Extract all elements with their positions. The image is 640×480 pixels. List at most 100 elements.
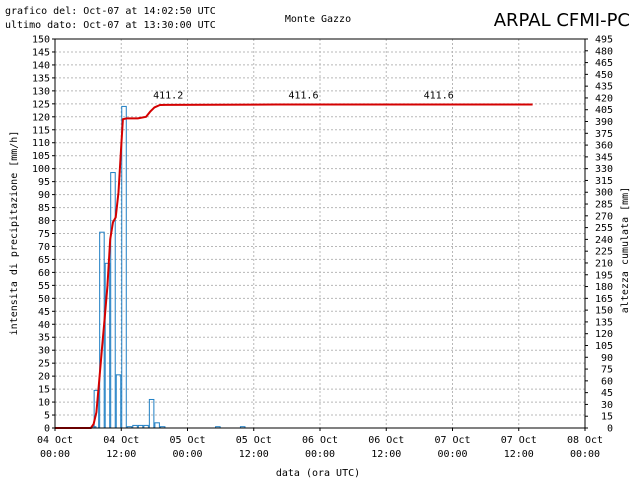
y2-tick-label: 390 bbox=[595, 117, 613, 128]
y2-tick-label: 105 bbox=[595, 341, 613, 352]
y-tick-label: 20 bbox=[38, 372, 50, 383]
x-tick-label-date: 05 Oct bbox=[236, 435, 272, 446]
y-tick-label: 140 bbox=[32, 60, 50, 71]
brand-logo-text: ARPAL CFMI-PC bbox=[494, 10, 630, 31]
y2-tick-label: 210 bbox=[595, 258, 613, 269]
y-tick-label: 0 bbox=[44, 424, 50, 435]
y-tick-label: 125 bbox=[32, 99, 50, 110]
y2-tick-label: 405 bbox=[595, 105, 613, 116]
x-tick-label-time: 00:00 bbox=[570, 449, 600, 460]
y-tick-label: 55 bbox=[38, 281, 50, 292]
x-tick-label-time: 12:00 bbox=[239, 449, 269, 460]
y-tick-label: 15 bbox=[38, 385, 50, 396]
y-tick-label: 5 bbox=[44, 411, 50, 422]
y2-tick-label: 45 bbox=[601, 388, 613, 399]
y2-tick-label: 360 bbox=[595, 141, 613, 152]
y2-tick-label: 0 bbox=[607, 424, 613, 435]
x-tick-label-date: 04 Oct bbox=[37, 435, 73, 446]
x-tick-label-date: 06 Oct bbox=[302, 435, 338, 446]
y2-tick-label: 15 bbox=[601, 412, 613, 423]
y2-tick-label: 60 bbox=[601, 376, 613, 387]
y2-tick-label: 435 bbox=[595, 82, 613, 93]
y2-tick-label: 120 bbox=[595, 329, 613, 340]
y2-tick-label: 465 bbox=[595, 58, 613, 69]
y-tick-label: 130 bbox=[32, 86, 50, 97]
x-tick-label-time: 12:00 bbox=[371, 449, 401, 460]
y-tick-label: 70 bbox=[38, 242, 50, 253]
y2-tick-label: 90 bbox=[601, 353, 613, 364]
y2-tick-label: 285 bbox=[595, 200, 613, 211]
y2-tick-label: 165 bbox=[595, 294, 613, 305]
intensity-bars bbox=[90, 105, 246, 429]
grid-layer bbox=[55, 38, 585, 428]
x-tick-label-date: 07 Oct bbox=[501, 435, 537, 446]
y-tick-label: 100 bbox=[32, 164, 50, 175]
y-tick-label: 120 bbox=[32, 112, 50, 123]
y-tick-label: 40 bbox=[38, 320, 50, 331]
x-tick-label-time: 00:00 bbox=[40, 449, 70, 460]
plot-frame bbox=[54, 38, 586, 429]
x-axis-label: data (ora UTC) bbox=[276, 468, 360, 479]
y-tick-label: 60 bbox=[38, 268, 50, 279]
y2-tick-label: 480 bbox=[595, 46, 613, 57]
x-tick-label-time: 00:00 bbox=[305, 449, 335, 460]
y-tick-label: 80 bbox=[38, 216, 50, 227]
y-axis-label: intensita di precipitazione [mm/h] bbox=[9, 131, 20, 336]
y-tick-label: 35 bbox=[38, 333, 50, 344]
intensity-bar bbox=[110, 172, 116, 429]
x-tick-label-time: 12:00 bbox=[504, 449, 534, 460]
y-tick-label: 45 bbox=[38, 307, 50, 318]
y2-tick-label: 300 bbox=[595, 188, 613, 199]
intensity-bar bbox=[115, 374, 122, 429]
y-tick-label: 50 bbox=[38, 294, 50, 305]
x-tick-label-date: 08 Oct bbox=[567, 435, 603, 446]
graph-generated-time: grafico del: Oct-07 at 14:02:50 UTC bbox=[5, 6, 216, 17]
y2-tick-label: 30 bbox=[601, 400, 613, 411]
x-tick-label-date: 07 Oct bbox=[434, 435, 470, 446]
y-tick-label: 95 bbox=[38, 177, 50, 188]
y2-tick-label: 450 bbox=[595, 70, 613, 81]
intensity-bar bbox=[148, 398, 155, 429]
cumulative-value-label: 411.2 bbox=[153, 91, 183, 102]
y-tick-label: 150 bbox=[32, 35, 50, 46]
y2-tick-label: 240 bbox=[595, 235, 613, 246]
y2-tick-label: 345 bbox=[595, 152, 613, 163]
y2-tick-label: 180 bbox=[595, 282, 613, 293]
y2-tick-label: 255 bbox=[595, 223, 613, 234]
y2-tick-label: 315 bbox=[595, 176, 613, 187]
station-name: Monte Gazzo bbox=[285, 14, 351, 25]
y-tick-label: 110 bbox=[32, 138, 50, 149]
y-tick-label: 85 bbox=[38, 203, 50, 214]
y2-tick-label: 75 bbox=[601, 365, 613, 376]
y2-tick-label: 270 bbox=[595, 211, 613, 222]
y-tick-label: 10 bbox=[38, 398, 50, 409]
y2-axis-label: altezza cumulata [mm] bbox=[620, 187, 631, 313]
y-tick-label: 135 bbox=[32, 73, 50, 84]
y-tick-label: 105 bbox=[32, 151, 50, 162]
cumulative-line-layer bbox=[55, 103, 533, 429]
x-tick-label-date: 06 Oct bbox=[368, 435, 404, 446]
y2-tick-label: 330 bbox=[595, 164, 613, 175]
last-data-time: ultimo dato: Oct-07 at 13:30:00 UTC bbox=[5, 20, 216, 31]
y-tick-label: 90 bbox=[38, 190, 50, 201]
y-tick-label: 115 bbox=[32, 125, 50, 136]
x-tick-label-time: 12:00 bbox=[106, 449, 136, 460]
y-tick-label: 65 bbox=[38, 255, 50, 266]
cumulative-value-label: 411.6 bbox=[424, 91, 454, 102]
x-tick-label-date: 04 Oct bbox=[103, 435, 139, 446]
y-tick-label: 25 bbox=[38, 359, 50, 370]
y-tick-label: 75 bbox=[38, 229, 50, 240]
y2-tick-label: 135 bbox=[595, 317, 613, 328]
y2-tick-label: 420 bbox=[595, 93, 613, 104]
x-tick-label-time: 00:00 bbox=[172, 449, 202, 460]
y2-tick-label: 375 bbox=[595, 129, 613, 140]
y2-tick-label: 495 bbox=[595, 35, 613, 46]
y2-tick-label: 150 bbox=[595, 306, 613, 317]
y2-tick-label: 195 bbox=[595, 270, 613, 281]
axes-layer bbox=[52, 38, 588, 431]
y-tick-label: 30 bbox=[38, 346, 50, 357]
cumulative-line bbox=[55, 103, 533, 429]
tick-labels-layer: 0 5 10 15 20 25 30 35 40 45 50 55 60 65 70 75 80 85 90 95 10… bbox=[32, 35, 613, 461]
intensity-bar bbox=[154, 422, 160, 429]
